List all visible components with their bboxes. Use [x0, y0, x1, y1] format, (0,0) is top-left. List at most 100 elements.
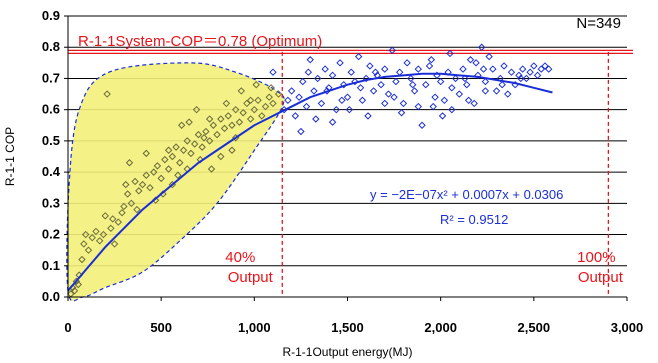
data-point: [545, 65, 553, 73]
data-point: [466, 56, 475, 64]
output-40-label: Output: [228, 269, 274, 286]
data-point: [217, 152, 225, 161]
data-point: [431, 93, 439, 101]
fit-curve-group: [67, 72, 553, 292]
data-point: [489, 65, 497, 73]
y-tick-label: 0.8: [42, 39, 60, 54]
data-point: [164, 165, 173, 173]
data-point: [78, 255, 86, 264]
data-point: [161, 155, 169, 164]
data-point: [425, 62, 434, 70]
data-point: [250, 105, 259, 114]
data-point: [440, 96, 449, 105]
data-point: [351, 77, 359, 86]
data-point: [438, 112, 447, 120]
data-point: [366, 62, 374, 70]
data-point: [265, 93, 273, 101]
data-point: [284, 96, 292, 105]
data-point: [237, 87, 245, 95]
data-point: [399, 99, 408, 108]
data-point: [403, 59, 411, 67]
data-point: [518, 65, 527, 73]
data-point: [377, 80, 385, 89]
data-point: [194, 130, 203, 139]
data-point: [295, 93, 303, 101]
data-point: [185, 118, 193, 126]
data-point: [429, 102, 437, 111]
data-point: [362, 74, 370, 83]
data-point: [187, 149, 195, 158]
data-point: [414, 65, 423, 73]
data-point: [354, 52, 363, 61]
data-point: [228, 146, 236, 154]
data-point: [541, 62, 549, 70]
y-tick-label: 0.5: [42, 133, 60, 148]
data-point: [92, 227, 100, 236]
data-point: [455, 90, 464, 98]
optimum-label: R-1-1System-COP＝0.78 (Optimum): [78, 33, 322, 50]
data-point: [269, 99, 277, 108]
data-point: [135, 187, 143, 195]
data-point: [347, 68, 355, 76]
data-point: [474, 71, 482, 80]
data-point: [481, 87, 490, 95]
data-point: [448, 105, 456, 114]
data-point: [224, 112, 232, 120]
data-point: [304, 68, 313, 76]
data-point: [109, 215, 117, 223]
data-point: [118, 208, 126, 217]
data-point: [205, 115, 214, 123]
data-point: [84, 246, 93, 254]
data-point: [338, 96, 346, 105]
data-point: [176, 159, 184, 167]
data-point: [217, 115, 225, 123]
y-tick-label: 0.3: [42, 195, 60, 210]
data-point: [207, 165, 216, 173]
data-point: [470, 99, 478, 108]
data-point: [328, 71, 337, 80]
y-tick-label: 0.0: [42, 289, 60, 304]
tick-labels: 0.0 0.1 0.2 0.3 0.4 0.5 0.6 0.7 0.8 0.9 0 500 1,000 1…: [42, 8, 643, 335]
data-point: [479, 65, 488, 73]
data-point: [164, 146, 173, 154]
x-axis-title: R-1-1Output energy(MJ): [282, 345, 412, 359]
data-point: [243, 99, 251, 108]
data-point: [407, 74, 415, 83]
data-point: [103, 90, 111, 98]
data-point: [310, 87, 318, 95]
x-tick-label: 0: [64, 320, 71, 335]
data-point: [481, 77, 490, 86]
data-points: [67, 43, 553, 298]
data-point: [254, 96, 262, 105]
pct-40-label: 40%: [225, 249, 255, 266]
data-point: [269, 68, 277, 76]
data-point: [463, 80, 471, 89]
axes: [64, 15, 628, 301]
data-point: [258, 112, 266, 120]
data-point: [530, 62, 538, 70]
data-point: [436, 77, 445, 86]
data-point: [99, 230, 108, 239]
data-point: [183, 137, 191, 145]
y-tick-label: 0.7: [42, 70, 60, 85]
data-point: [451, 74, 460, 83]
data-point: [172, 143, 180, 151]
data-point: [287, 87, 296, 95]
data-point: [213, 130, 221, 139]
data-point: [138, 180, 147, 189]
fit-equation: y = −2E−07x² + 0.0007x + 0.0306: [370, 187, 563, 202]
data-point: [388, 46, 396, 55]
data-point: [110, 240, 119, 248]
data-point: [74, 280, 82, 289]
data-point: [446, 49, 454, 58]
data-point: [515, 71, 523, 80]
x-tick-label: 1,500: [331, 320, 364, 335]
data-point: [459, 65, 467, 73]
data-point: [364, 112, 372, 120]
data-point: [198, 143, 206, 151]
data-point: [72, 277, 81, 286]
data-point: [127, 199, 136, 208]
data-point: [179, 146, 188, 154]
data-point: [101, 212, 109, 220]
